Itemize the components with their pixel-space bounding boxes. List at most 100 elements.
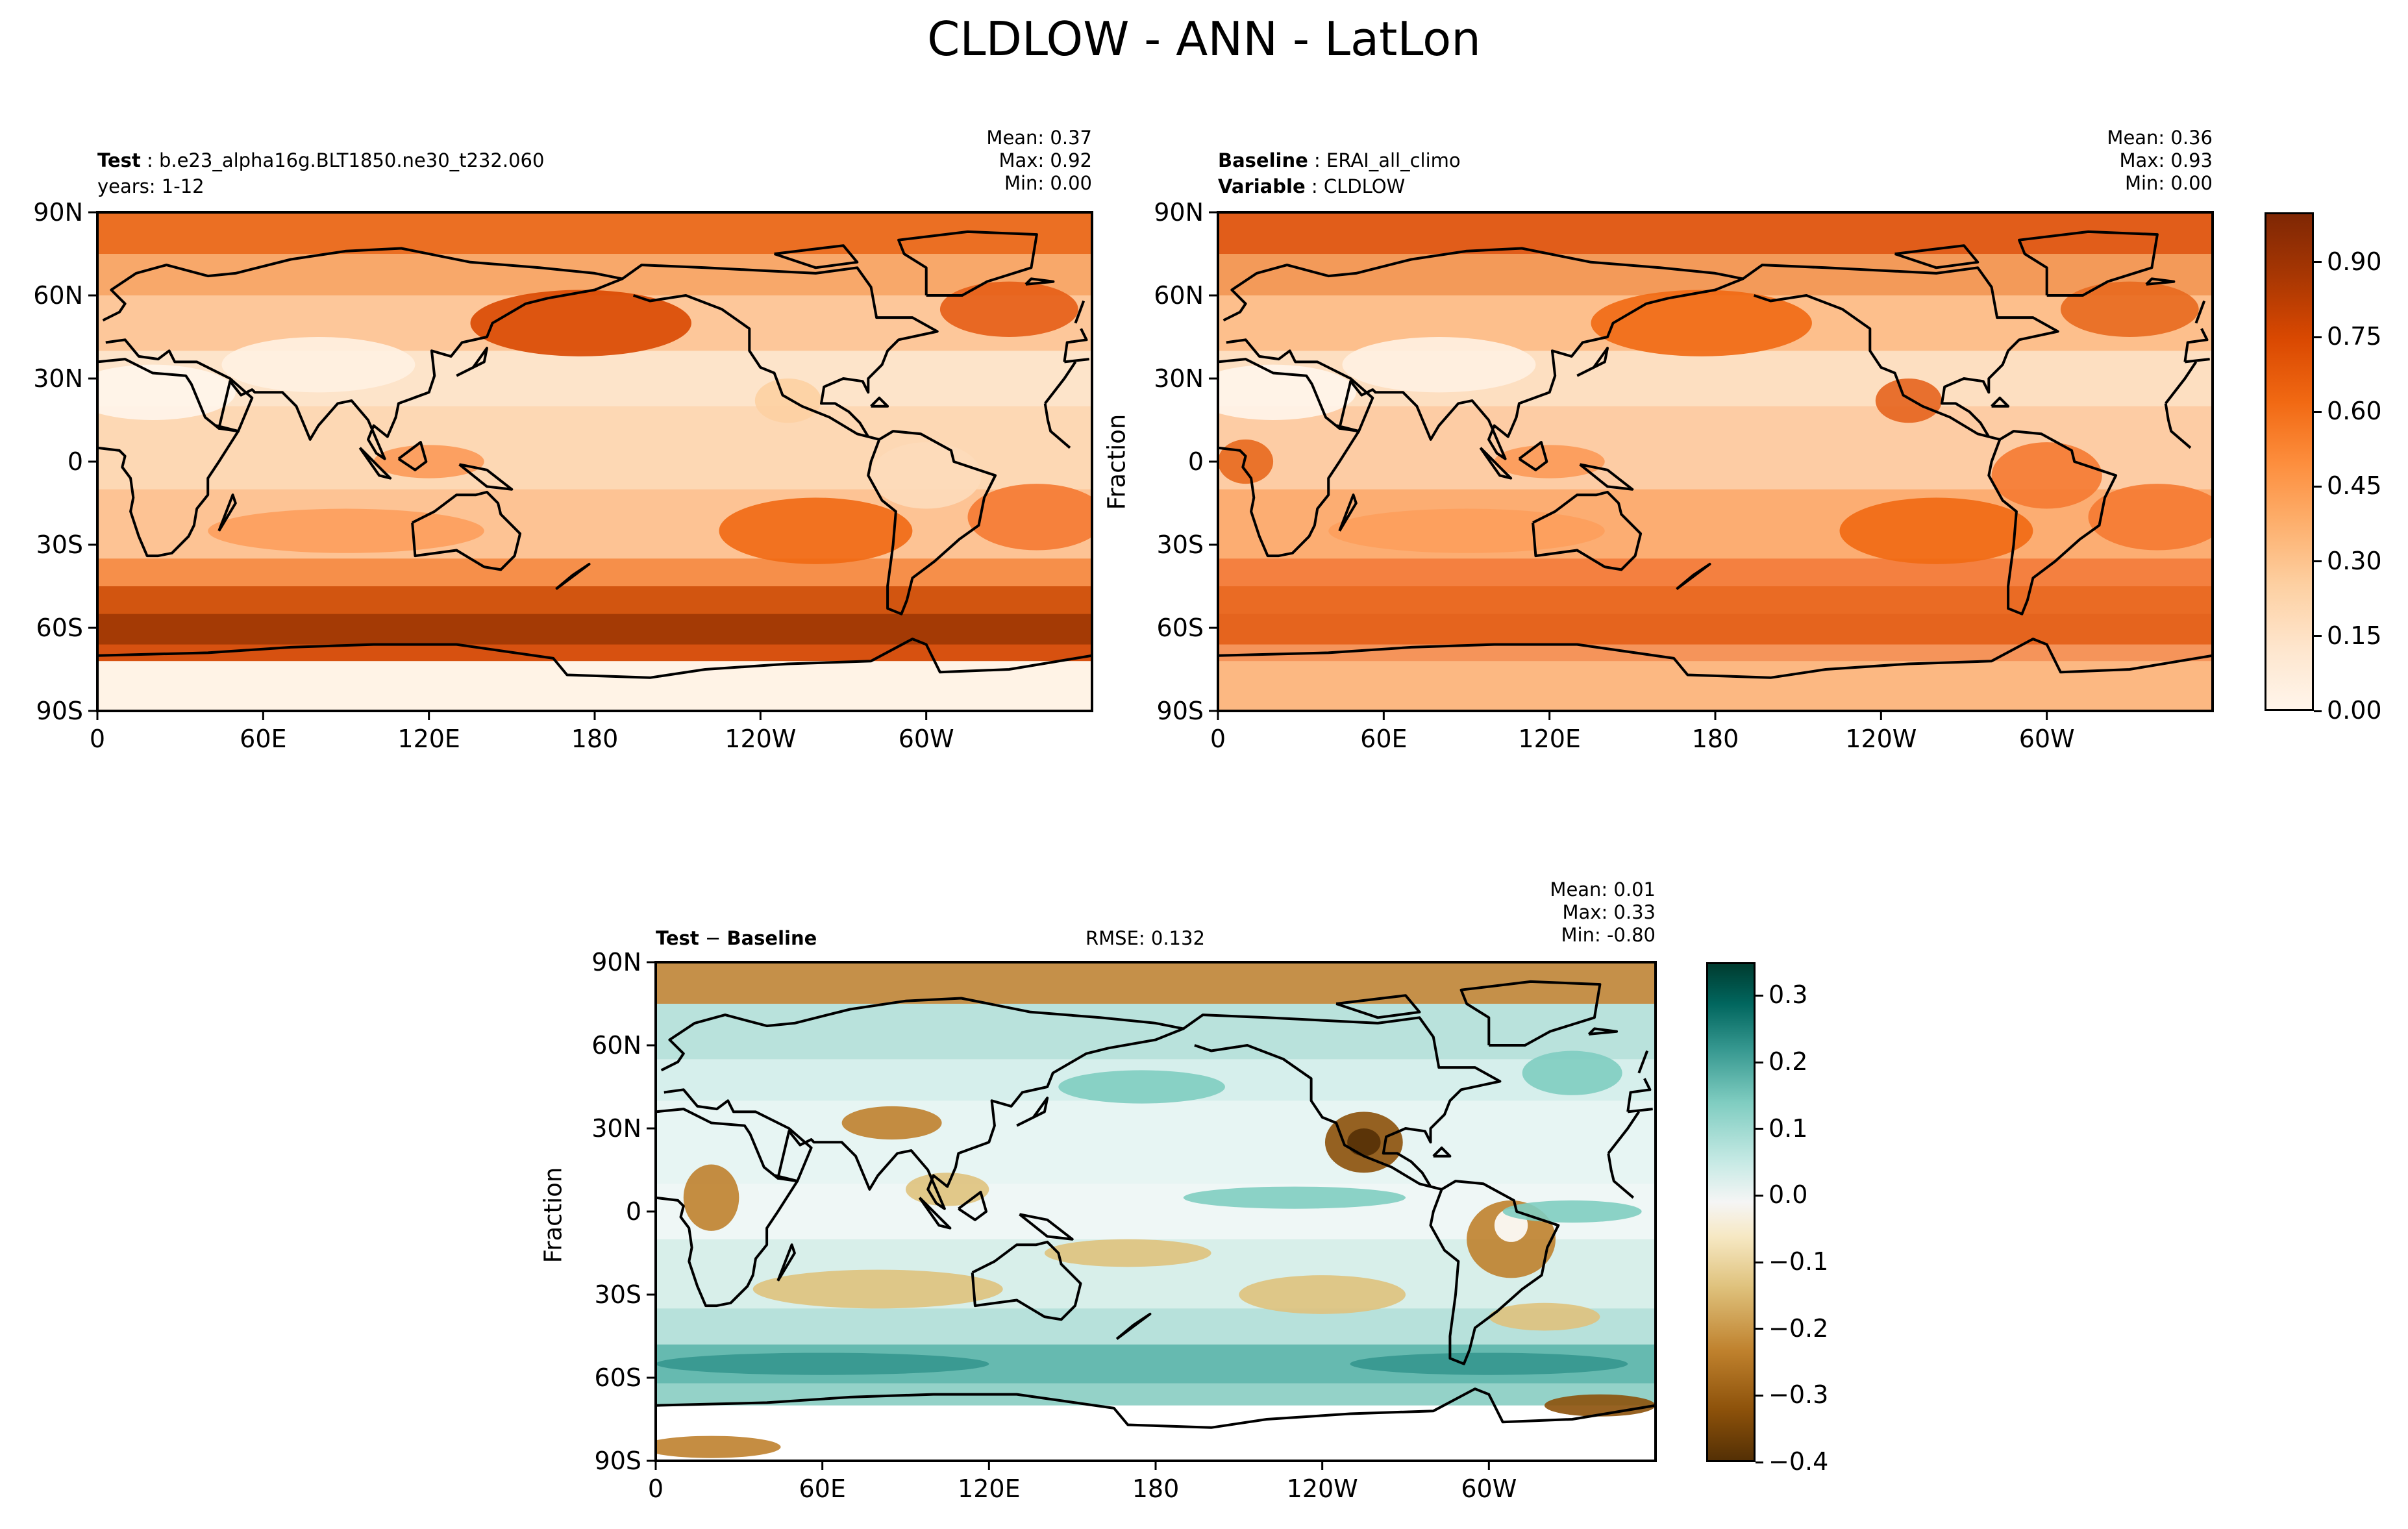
coastline-greenland <box>897 230 1038 297</box>
coastline-south-america <box>1429 1180 1560 1365</box>
coastline-north-america <box>621 264 939 441</box>
field-anomaly <box>1489 1302 1600 1331</box>
coastline-island <box>870 396 889 408</box>
field-anomaly <box>841 1106 942 1140</box>
map-field <box>656 962 1656 1461</box>
field-anomaly <box>656 1436 781 1458</box>
field-anomaly <box>221 337 416 393</box>
variable-name: CLDLOW <box>1323 175 1406 197</box>
coastline-island <box>776 1243 796 1282</box>
difference-colorbar-tick-mark <box>1756 1394 1763 1397</box>
coastline-island <box>1479 447 1513 480</box>
coastline-island <box>217 493 237 532</box>
y-tick-label: 90S <box>36 697 83 725</box>
fraction-colorbar-tick-label: 0.75 <box>2327 322 2382 351</box>
fraction-colorbar-tick-mark <box>2314 560 2322 563</box>
field-anomaly <box>1044 1239 1211 1267</box>
x-tick-label: 120E <box>397 725 460 753</box>
difference-colorbar-tick-label: −0.4 <box>1769 1447 1829 1476</box>
coastline-africa <box>656 1108 1640 1308</box>
field-anomaly <box>1328 508 1605 553</box>
difference-colorbar-tick-mark <box>1756 1261 1763 1263</box>
test-max: Max: 0.92 <box>999 149 1092 171</box>
lat-band <box>1218 558 2213 587</box>
test-label: Test <box>97 149 141 171</box>
y-tick-label: 30N <box>591 1114 641 1143</box>
field-anomaly <box>1502 1200 1642 1223</box>
coastline-australia <box>411 490 522 571</box>
fraction-colorbar-tick-mark <box>2314 410 2322 413</box>
lat-band <box>97 586 1092 615</box>
fraction-colorbar-tick-label: 0.15 <box>2327 621 2382 650</box>
lat-band <box>97 558 1092 587</box>
lat-band <box>1218 212 2213 255</box>
coastline-africa <box>97 358 1077 558</box>
y-tick-label: 60S <box>595 1363 641 1392</box>
coastline-island <box>1115 1312 1152 1340</box>
difference-colorbar-tick-mark <box>1756 1128 1763 1130</box>
baseline-min: Min: 0.00 <box>2124 172 2213 194</box>
y-tick-label: 30S <box>595 1280 641 1309</box>
coastline-island <box>1074 300 1086 324</box>
field-anomaly <box>1839 497 2033 564</box>
coastline-island <box>1024 277 1055 286</box>
difference-colorbar-tick-label: 0.2 <box>1769 1047 1808 1076</box>
coastline-south-america <box>1987 430 2118 615</box>
y-tick-label: 0 <box>626 1197 641 1226</box>
y-tick-label: 90N <box>591 948 641 976</box>
fraction-colorbar-tick-label: 0.90 <box>2327 247 2382 276</box>
coastline-island <box>1019 1213 1074 1241</box>
fraction-colorbar-tick-label: 0.30 <box>2327 546 2382 575</box>
field-anomaly <box>939 281 1078 337</box>
coastline-greenland <box>2018 230 2159 297</box>
y-tick-label: 90N <box>33 198 83 227</box>
coastline-island <box>458 463 514 491</box>
coastline-antarctica <box>97 638 1092 679</box>
field-anomaly <box>1350 1352 1628 1375</box>
test-stats: Mean: 0.37 Max: 0.92 Min: 0.00 <box>909 127 1092 195</box>
fraction-colorbar-tick-label: 0.45 <box>2327 471 2382 501</box>
difference-colorbar-tick-label: 0.1 <box>1769 1113 1808 1143</box>
figure-title: CLDLOW - ANN - LatLon <box>927 12 1481 66</box>
test-years: years: 1-12 <box>97 175 205 197</box>
field-anomaly <box>2060 281 2199 337</box>
difference-colorbar-tick-label: 0.3 <box>1769 980 1808 1010</box>
map-field <box>97 212 1092 711</box>
x-tick-label: 60W <box>899 725 954 753</box>
y-tick-label: 0 <box>1188 447 1204 476</box>
x-tick-label: 120W <box>725 725 796 753</box>
test-info: Test : b.e23_alpha16g.BLT1850.ne30_t232.… <box>97 147 544 199</box>
test-case-name: b.e23_alpha16g.BLT1850.ne30_t232.060 <box>158 149 545 171</box>
coastline-island <box>456 347 488 377</box>
field-anomaly <box>373 445 484 479</box>
x-tick-label: 180 <box>571 725 619 753</box>
x-tick-label: 60E <box>799 1474 845 1503</box>
y-tick-label: 90S <box>1157 697 1204 725</box>
x-tick-label: 60W <box>1461 1474 1517 1503</box>
x-tick-label: 120E <box>958 1474 1021 1503</box>
coastline-australia <box>1532 490 1643 571</box>
y-tick-label: 30S <box>36 530 83 559</box>
diff-title-baseline: Baseline <box>726 927 817 949</box>
test-min: Min: 0.00 <box>1004 172 1092 194</box>
coastline-island <box>397 441 428 471</box>
coastline-greenland <box>1459 980 1602 1047</box>
coastline-island <box>1894 244 1980 269</box>
field-anomaly <box>1544 1394 1656 1417</box>
variable-label: Variable <box>1218 175 1306 197</box>
diff-rmse: RMSE: 0.132 <box>1086 927 1205 949</box>
field-anomaly <box>1058 1070 1225 1104</box>
difference-colorbar-tick-label: −0.3 <box>1769 1380 1829 1410</box>
diff-title-minus: − <box>704 927 721 949</box>
lat-band <box>97 661 1092 711</box>
x-tick-label: 60W <box>2019 725 2075 753</box>
lat-band <box>656 1004 1656 1060</box>
difference-colorbar-tick-mark <box>1756 1061 1763 1063</box>
y-tick-label: 90N <box>1154 198 1204 227</box>
field-anomaly <box>967 484 1092 551</box>
lat-band <box>97 614 1092 645</box>
coastline-island <box>1637 1050 1649 1074</box>
coastline-island <box>1518 441 1548 471</box>
coastline-island <box>1432 1146 1452 1158</box>
